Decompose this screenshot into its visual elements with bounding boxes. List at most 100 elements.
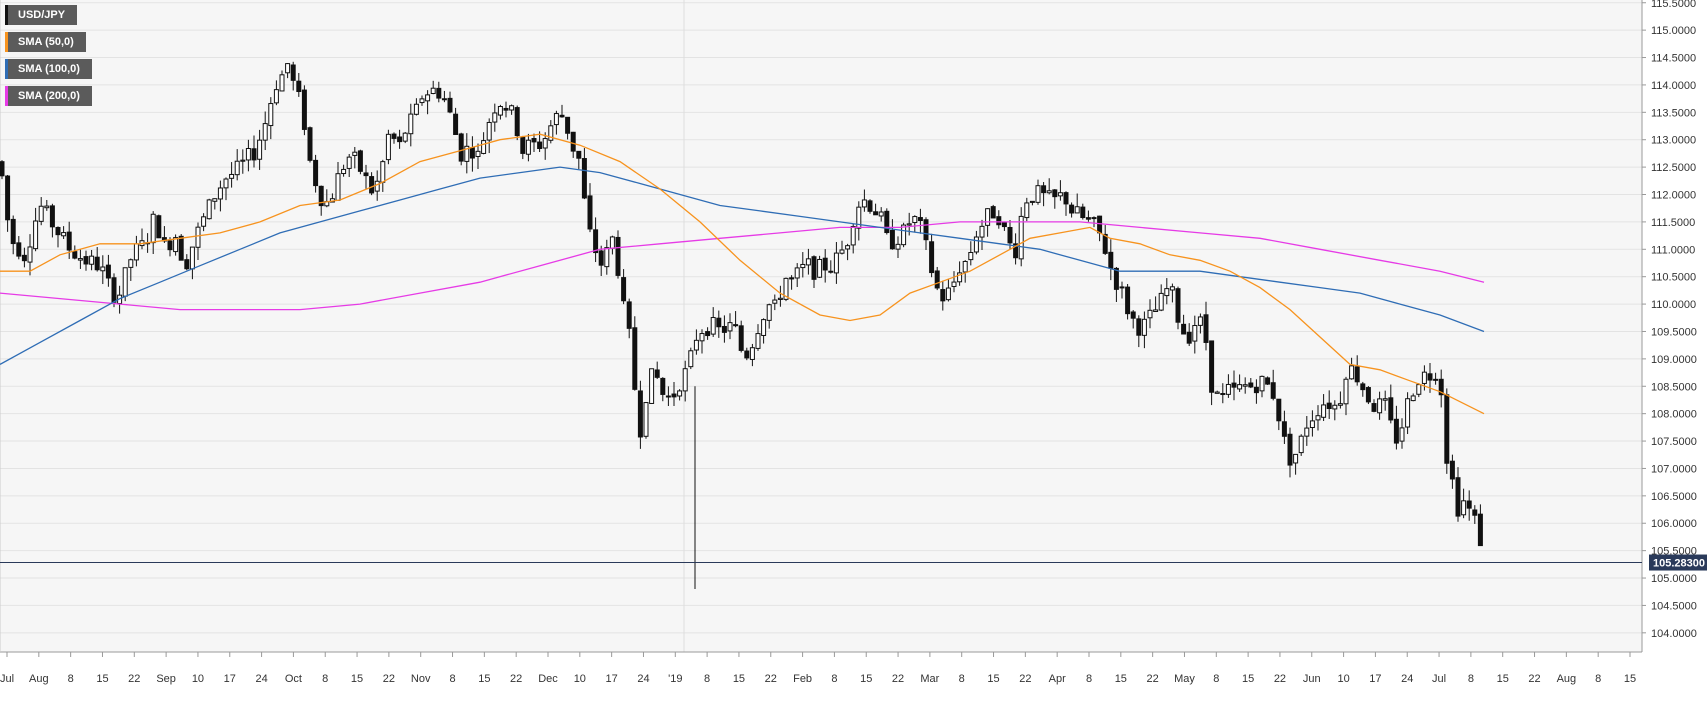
- candle: [167, 237, 173, 257]
- candle: [307, 126, 313, 163]
- candle: [89, 249, 95, 271]
- candle-body: [1371, 403, 1377, 412]
- candle: [1270, 369, 1276, 401]
- x-tick-label: 10: [192, 673, 204, 685]
- candle-body: [688, 350, 694, 368]
- y-tick-label: 109.0000: [1651, 354, 1697, 366]
- candle-body: [1041, 185, 1047, 194]
- legend-swatch-usdjpy: [5, 5, 8, 25]
- candle-body: [940, 289, 946, 302]
- candle-body: [1321, 404, 1327, 418]
- candle: [727, 313, 733, 340]
- candle-body: [1253, 386, 1259, 394]
- candle-body: [419, 98, 425, 104]
- candle-body: [313, 159, 319, 187]
- candle: [369, 172, 375, 196]
- legend-item-sma-100[interactable]: SMA (100,0): [5, 59, 92, 79]
- x-tick-label: 8: [959, 673, 965, 685]
- legend-swatch-sma-100: [5, 59, 8, 79]
- candle: [1321, 394, 1327, 422]
- candle-body: [637, 390, 643, 438]
- candle: [671, 381, 677, 407]
- x-tick-label: 8: [1468, 673, 1474, 685]
- candle-body: [55, 226, 61, 236]
- candle: [458, 132, 464, 166]
- candle-body: [1024, 202, 1030, 219]
- candle-body: [609, 236, 615, 249]
- candle: [100, 255, 106, 285]
- candle-body: [833, 252, 839, 274]
- candle-body: [217, 187, 223, 200]
- candle-body: [212, 198, 218, 202]
- y-tick-label: 113.5000: [1651, 107, 1696, 119]
- candle: [296, 72, 302, 97]
- candle-body: [335, 173, 341, 201]
- candle-body: [716, 317, 722, 328]
- candle: [33, 207, 39, 252]
- candle-body: [1181, 323, 1187, 335]
- candle: [845, 243, 851, 261]
- y-tick-label: 111.5000: [1651, 217, 1695, 229]
- candle: [1069, 202, 1075, 218]
- candle: [705, 327, 711, 340]
- x-tick-label: 10: [574, 673, 586, 685]
- candle-body: [1001, 222, 1007, 228]
- candle-body: [122, 267, 128, 297]
- candle-body: [1158, 292, 1164, 311]
- candle: [682, 360, 688, 402]
- candle: [1085, 210, 1091, 222]
- candle: [481, 132, 487, 155]
- candle: [1337, 391, 1343, 409]
- legend-item-sma-50[interactable]: SMA (50,0): [5, 32, 86, 52]
- candle: [654, 361, 660, 379]
- candle: [996, 210, 1002, 229]
- y-axis: 115.5000 115.0000 114.5000 114.0000 113.5000…: [1642, 0, 1697, 640]
- legend-item-usdjpy[interactable]: USD/JPY: [5, 5, 78, 25]
- candle: [16, 236, 22, 260]
- candle-body: [458, 133, 464, 162]
- candle: [1186, 323, 1192, 347]
- candle: [833, 242, 839, 284]
- candle-body: [895, 243, 901, 250]
- candle-body: [1466, 500, 1472, 509]
- candle-body: [1410, 395, 1416, 402]
- candle-body: [38, 205, 44, 222]
- candle-body: [1237, 384, 1243, 390]
- candle-body: [873, 211, 879, 216]
- candle-body: [777, 297, 783, 300]
- candle: [643, 402, 649, 439]
- candle: [867, 199, 873, 214]
- candle: [0, 160, 5, 180]
- candle-body: [1119, 286, 1125, 289]
- candle-body: [1192, 325, 1198, 342]
- candle: [1276, 398, 1282, 431]
- candle: [201, 213, 207, 232]
- candle-body: [671, 393, 677, 398]
- candle-body: [665, 395, 671, 398]
- legend-item-sma-200[interactable]: SMA (200,0): [5, 86, 92, 106]
- candle-body: [189, 246, 195, 270]
- y-tick-label: 107.5000: [1651, 436, 1697, 448]
- candle: [710, 307, 716, 337]
- candle: [245, 139, 251, 172]
- candle-body: [1365, 387, 1371, 403]
- candle-body: [1113, 267, 1119, 290]
- candle-body: [100, 266, 106, 272]
- y-tick-label: 104.5000: [1651, 600, 1697, 612]
- candle: [1091, 216, 1097, 228]
- candle: [1259, 375, 1265, 398]
- candle: [1074, 193, 1080, 214]
- candle: [408, 103, 414, 147]
- candle-body: [1382, 398, 1388, 401]
- candle: [1113, 266, 1119, 302]
- candle-body: [374, 180, 380, 192]
- x-tick-label: 22: [1019, 673, 1031, 685]
- candle-body: [817, 258, 823, 278]
- x-tick-label: 15: [733, 673, 745, 685]
- x-tick-label: Dec: [538, 673, 558, 685]
- x-axis: Jul Aug 8 15 22 Sep 10 17 24 Oct 8 15 22 Nov 8 15 22 Dec 1…: [0, 652, 1636, 685]
- candle-body: [1153, 309, 1159, 313]
- candle: [587, 183, 593, 233]
- candle-body: [643, 402, 649, 437]
